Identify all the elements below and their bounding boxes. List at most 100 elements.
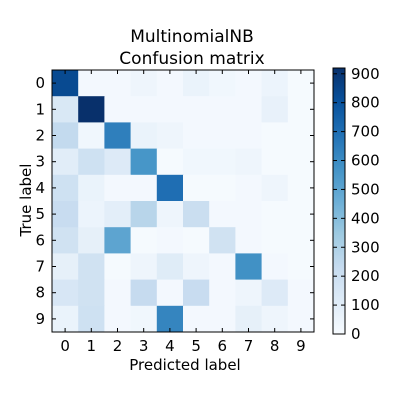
heatmap-cell-0-4 xyxy=(156,70,184,97)
heatmap-cell-3-2 xyxy=(104,148,132,176)
heatmap-cell-5-8 xyxy=(261,201,289,228)
heatmap-cell-2-7 xyxy=(235,122,263,150)
heatmap-cell-1-5 xyxy=(183,96,210,123)
heatmap-cell-5-4 xyxy=(156,201,184,228)
heatmap-cell-4-3 xyxy=(130,174,158,202)
heatmap-cell-7-2 xyxy=(104,253,132,281)
heatmap-cell-5-3 xyxy=(130,201,158,228)
y-tick-label-1: 1 xyxy=(35,100,45,118)
heatmap-cell-3-7 xyxy=(235,148,263,176)
heatmap-cell-8-7 xyxy=(235,279,263,307)
chart-title: MultinomialNB Confusion matrix xyxy=(119,27,264,69)
heatmap-cell-6-7 xyxy=(235,227,263,254)
heatmap-cell-3-1 xyxy=(78,148,105,176)
colorbar-tick-label-9: 900 xyxy=(351,65,380,83)
heatmap-cell-7-5 xyxy=(183,253,210,281)
heatmap-cell-4-7 xyxy=(235,174,263,202)
heatmap-cell-1-8 xyxy=(261,96,289,123)
heatmap-cell-3-6 xyxy=(209,148,236,176)
heatmap-cell-2-3 xyxy=(130,122,158,150)
colorbar-tick-label-0: 0 xyxy=(351,325,361,343)
heatmap-cell-1-2 xyxy=(104,96,132,123)
colorbar-tick-label-8: 800 xyxy=(351,94,380,112)
heatmap-cell-0-2 xyxy=(104,70,132,97)
heatmap-cell-6-6 xyxy=(209,227,236,254)
heatmap-cell-6-0 xyxy=(52,227,79,254)
heatmap-cell-8-1 xyxy=(78,279,105,307)
heatmap-cell-7-3 xyxy=(130,253,158,281)
colorbar-tick-label-6: 600 xyxy=(351,152,380,170)
heatmap-cells xyxy=(52,70,315,333)
chart-title-line-1: MultinomialNB xyxy=(130,27,254,47)
x-tick-label-2: 2 xyxy=(113,337,123,355)
heatmap-cell-3-3 xyxy=(130,148,158,176)
heatmap-cell-4-4 xyxy=(156,174,184,202)
heatmap-cell-7-1 xyxy=(78,253,105,281)
heatmap-cell-0-5 xyxy=(183,70,210,97)
x-axis-label: Predicted label xyxy=(129,356,240,374)
y-tick-label-2: 2 xyxy=(35,127,45,145)
heatmap-cell-6-3 xyxy=(130,227,158,254)
heatmap-cell-2-1 xyxy=(78,122,105,150)
heatmap-cell-1-7 xyxy=(235,96,263,123)
heatmap-cell-6-5 xyxy=(183,227,210,254)
x-tick-label-7: 7 xyxy=(244,337,254,355)
heatmap-cell-0-6 xyxy=(209,70,236,97)
x-tick-label-9: 9 xyxy=(296,337,306,355)
y-tick-label-6: 6 xyxy=(35,231,45,249)
heatmap-cell-6-4 xyxy=(156,227,184,254)
y-tick-label-8: 8 xyxy=(35,284,45,302)
chart-title-line-2: Confusion matrix xyxy=(119,49,264,69)
colorbar-tick-label-7: 700 xyxy=(351,123,380,141)
heatmap-cell-4-0 xyxy=(52,174,79,202)
y-tick-label-0: 0 xyxy=(35,74,45,92)
colorbar xyxy=(332,67,346,335)
heatmap-cell-1-3 xyxy=(130,96,158,123)
heatmap-cell-2-4 xyxy=(156,122,184,150)
x-tick-label-5: 5 xyxy=(191,337,201,355)
colorbar-tick-label-5: 500 xyxy=(351,180,380,198)
heatmap-cell-5-7 xyxy=(235,201,263,228)
heatmap-cell-8-6 xyxy=(209,279,236,307)
x-tick-label-1: 1 xyxy=(87,337,97,355)
heatmap-cell-4-6 xyxy=(209,174,236,202)
heatmap-cell-0-7 xyxy=(235,70,263,97)
heatmap-cell-1-0 xyxy=(52,96,79,123)
heatmap-cell-8-5 xyxy=(183,279,210,307)
heatmap-cell-2-0 xyxy=(52,122,79,150)
heatmap-cell-0-3 xyxy=(130,70,158,97)
heatmap-cell-7-8 xyxy=(261,253,289,281)
x-tick-label-0: 0 xyxy=(60,337,70,355)
heatmap-cell-4-2 xyxy=(104,174,132,202)
colorbar-tick-label-1: 100 xyxy=(351,296,380,314)
x-tick-label-8: 8 xyxy=(270,337,280,355)
heatmap-cell-4-1 xyxy=(78,174,105,202)
x-tick-label-4: 4 xyxy=(165,337,175,355)
heatmap-cell-6-2 xyxy=(104,227,132,254)
y-tick-label-9: 9 xyxy=(35,310,45,328)
heatmap-cell-7-7 xyxy=(235,253,263,281)
heatmap-cell-0-1 xyxy=(78,70,105,97)
y-tick-label-4: 4 xyxy=(35,179,45,197)
heatmap-cell-8-0 xyxy=(52,279,79,307)
colorbar-tick-label-3: 300 xyxy=(351,238,380,256)
y-tick-label-5: 5 xyxy=(35,205,45,223)
heatmap-cell-8-3 xyxy=(130,279,158,307)
heatmap-cell-8-2 xyxy=(104,279,132,307)
heatmap-cell-0-8 xyxy=(261,70,289,97)
heatmap-cell-4-5 xyxy=(183,174,210,202)
heatmap-cell-7-6 xyxy=(209,253,236,281)
heatmap-cell-1-4 xyxy=(156,96,184,123)
heatmap-cell-3-4 xyxy=(156,148,184,176)
x-tick-label-6: 6 xyxy=(218,337,228,355)
heatmap-cell-7-4 xyxy=(156,253,184,281)
plot-frame xyxy=(51,69,315,333)
heatmap-cell-5-1 xyxy=(78,201,105,228)
heatmap-cell-5-2 xyxy=(104,201,132,228)
colorbar-ticks: 0 100 200 300 400 500 600 700 800 900 xyxy=(333,65,380,343)
heatmap-cell-2-8 xyxy=(261,122,289,150)
x-tick-label-3: 3 xyxy=(139,337,149,355)
heatmap-cell-5-0 xyxy=(52,201,79,228)
